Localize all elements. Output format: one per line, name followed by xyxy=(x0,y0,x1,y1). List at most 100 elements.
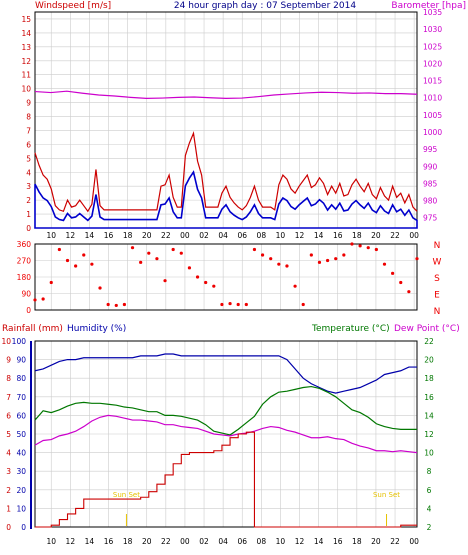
direction-point xyxy=(220,302,224,307)
compass-label: S xyxy=(434,274,440,284)
barometer-tick-label: 1010 xyxy=(423,94,442,103)
temperature-line xyxy=(34,385,417,436)
humidity-tick-label: 80 xyxy=(16,374,26,383)
direction-tick-label: 270 xyxy=(17,257,32,266)
windspeed-line xyxy=(34,131,418,213)
barometer-tick-label: 1025 xyxy=(423,42,442,51)
panel1-x-tick-label: 04 xyxy=(218,231,228,240)
direction-point xyxy=(106,302,110,307)
windspeed-tick-label: 0 xyxy=(26,224,31,233)
rainfall-tick-label: 6 xyxy=(6,411,11,420)
direction-point xyxy=(114,303,118,308)
windspeed-tick-label: 6 xyxy=(26,140,31,149)
direction-point xyxy=(358,244,362,248)
panel1-x-tick-label: 20 xyxy=(142,231,152,240)
direction-point xyxy=(204,280,208,285)
panel3-x-tick-label: 06 xyxy=(237,537,247,546)
panel1-x-tick-label: 18 xyxy=(123,231,133,240)
panel1-x-tick-label: 12 xyxy=(66,231,76,240)
panel1-x-tick-label: 10 xyxy=(46,231,56,240)
windspeed-tick-label: 4 xyxy=(26,168,31,177)
panel3-x-tick-label: 20 xyxy=(371,537,381,546)
rainfall-line xyxy=(35,431,417,528)
windspeed-tick-label: 2 xyxy=(26,196,31,205)
panel3-x-tick-label: 22 xyxy=(161,537,171,546)
direction-point xyxy=(252,247,257,252)
direction-point xyxy=(415,257,419,261)
rainfall-tick-label: 10 xyxy=(1,337,11,346)
panel3-x-tick-label: 12 xyxy=(295,537,305,546)
barometer-tick-label: 1020 xyxy=(423,59,442,68)
humidity-tick-label: 30 xyxy=(16,467,26,476)
panel1-x-tick-label: 18 xyxy=(352,231,362,240)
direction-tick-label: 180 xyxy=(17,273,32,282)
direction-point xyxy=(407,290,411,294)
panel1-x-tick-label: 20 xyxy=(371,231,381,240)
direction-point xyxy=(334,257,338,261)
panel1-x-tick-label: 12 xyxy=(295,231,305,240)
panel1-x-tick-label: 06 xyxy=(237,231,247,240)
humidity-tick-label: 60 xyxy=(16,411,26,420)
windspeed-tick-label: 14 xyxy=(21,29,31,38)
chart-title: 24 hour graph day : 07 September 2014 xyxy=(174,1,356,11)
windspeed-tick-label: 3 xyxy=(26,182,31,191)
panel3-frame xyxy=(34,340,418,528)
windspeed-tick-label: 5 xyxy=(26,154,31,163)
temperature-tick-label: 2 xyxy=(427,523,432,532)
direction-point xyxy=(82,253,86,257)
humidity-tick-label: 40 xyxy=(16,449,26,458)
panel1-x-tick-label: 14 xyxy=(85,231,95,240)
temperature-tick-label: 18 xyxy=(424,374,434,383)
windspeed-tick-label: 13 xyxy=(21,43,31,52)
direction-point xyxy=(293,284,297,288)
sunset-label: Sun Set xyxy=(373,491,400,499)
panel1-x-tick-label: 14 xyxy=(314,231,324,240)
direction-point xyxy=(399,280,403,285)
direction-tick-label: 360 xyxy=(17,240,32,249)
rainfall-tick-label: 0 xyxy=(6,523,11,532)
direction-point xyxy=(301,302,305,307)
humidity-tick-label: 10 xyxy=(16,504,26,513)
rainfall-tick-label: 1 xyxy=(6,504,11,513)
barometer-tick-label: 995 xyxy=(423,145,438,154)
direction-point xyxy=(285,264,289,268)
direction-point xyxy=(74,264,78,268)
panel1-x-tick-label: 02 xyxy=(199,231,209,240)
direction-point xyxy=(382,262,387,266)
humidity-tick-label: 90 xyxy=(16,356,26,365)
windspeed-tick-label: 10 xyxy=(21,85,31,94)
compass-label: N xyxy=(434,241,441,251)
direction-point xyxy=(277,262,281,266)
direction-point xyxy=(317,260,322,264)
sunset-label: Sun Set xyxy=(113,491,140,499)
direction-point xyxy=(33,298,37,302)
direction-point xyxy=(342,253,346,257)
panel3-x-tick-label: 16 xyxy=(104,537,114,546)
humidity-line xyxy=(34,353,417,394)
temperature-tick-label: 14 xyxy=(424,411,434,420)
wind-average-line xyxy=(34,170,418,229)
barometer-axis-title: Barometer [hpa] xyxy=(391,1,466,11)
panel2-frame xyxy=(34,243,418,311)
windspeed-tick-label: 8 xyxy=(26,113,31,122)
panel3-x-tick-label: 14 xyxy=(314,537,324,546)
direction-tick-label: 90 xyxy=(21,290,31,299)
panel1-x-tick-label: 16 xyxy=(104,231,114,240)
temperature-tick-label: 4 xyxy=(427,504,432,513)
direction-point xyxy=(147,251,151,255)
direction-point xyxy=(374,247,378,252)
direction-point xyxy=(236,302,240,307)
humidity-tick-label: 0 xyxy=(21,523,26,532)
direction-point xyxy=(171,247,175,252)
panel3-x-tick-label: 08 xyxy=(257,537,267,546)
panel3-x-tick-label: 20 xyxy=(142,537,152,546)
direction-point xyxy=(325,258,330,263)
compass-label: N xyxy=(434,307,441,317)
rainfall-tick-label: 9 xyxy=(6,356,11,365)
temperature-tick-label: 6 xyxy=(427,486,432,495)
windspeed-tick-label: 12 xyxy=(21,57,31,66)
direction-point xyxy=(90,262,94,266)
panel3-x-tick-label: 04 xyxy=(218,537,228,546)
windspeed-tick-label: 7 xyxy=(26,126,31,135)
